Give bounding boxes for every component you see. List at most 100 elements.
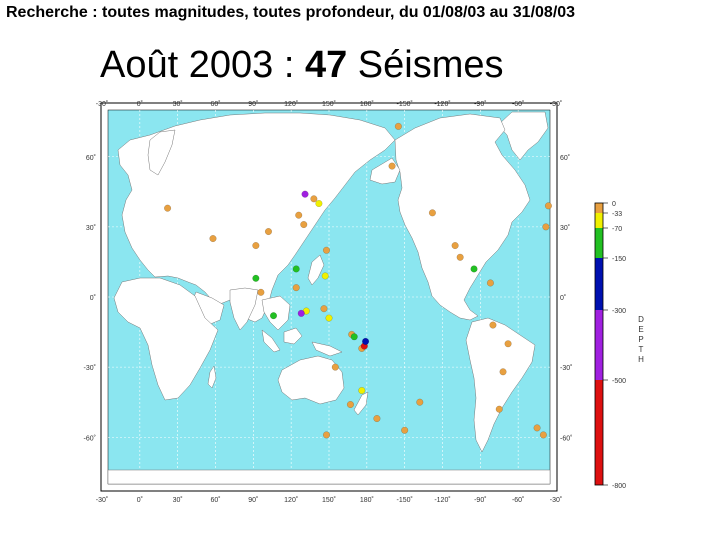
earthquake-marker	[489, 321, 497, 329]
earthquake-marker	[470, 265, 478, 273]
lon-tick-label: 150˚	[322, 100, 336, 108]
lat-tick-label: -60˚	[84, 434, 96, 442]
longitude-ticks-top: -30˚ 0˚ 30˚ 60˚ 90˚ 120˚ 150˚ 180˚ -150˚ -120˚ -90…	[96, 100, 562, 108]
lon-tick-label: -60˚	[512, 496, 524, 504]
lon-tick-label: 180˚	[360, 496, 374, 504]
land-antarctica	[107, 469, 551, 485]
depth-label-letter: E	[638, 325, 643, 334]
earthquake-marker	[264, 228, 272, 236]
land-eurasia	[117, 112, 396, 323]
depth-tick-label: -70	[612, 226, 622, 233]
earthquake-marker	[252, 242, 260, 250]
earthquake-marker	[321, 272, 329, 280]
earthquake-marker	[297, 309, 305, 317]
earthquake-marker	[325, 314, 333, 322]
earthquake-marker	[292, 284, 300, 292]
lon-tick-label: -120˚	[434, 496, 450, 504]
land-borneo	[283, 327, 303, 345]
depth-tick-label: -33	[612, 211, 622, 218]
earthquake-marker	[322, 246, 330, 254]
earthquake-markers	[164, 122, 552, 439]
earthquake-marker	[315, 199, 323, 207]
depth-color-segment	[595, 310, 603, 380]
lon-tick-label: 30˚	[173, 496, 183, 504]
lat-tick-label: 0˚	[560, 294, 566, 302]
earthquake-marker	[320, 305, 328, 313]
earthquake-marker	[252, 274, 260, 282]
earthquake-marker	[401, 426, 409, 434]
land-india	[229, 287, 259, 331]
land-new-guinea	[311, 341, 343, 357]
page-title: Août 2003 : 47 Séismes	[100, 44, 504, 87]
lon-tick-label: 0˚	[137, 496, 143, 504]
land-madagascar	[207, 365, 217, 389]
earthquake-marker	[394, 122, 402, 130]
land-japan	[307, 254, 325, 286]
earthquake-marker	[358, 387, 366, 395]
earthquake-marker	[544, 202, 552, 210]
earthquake-marker	[539, 431, 547, 439]
lon-tick-label: 120˚	[284, 496, 298, 504]
lon-tick-label: 0˚	[137, 100, 143, 108]
earthquake-marker	[428, 209, 436, 217]
depth-color-segment	[595, 380, 603, 485]
lon-tick-label: 30˚	[173, 100, 183, 108]
lat-tick-label: 30˚	[560, 224, 570, 232]
lon-tick-label: -90˚	[474, 496, 486, 504]
land-sumatra	[261, 329, 281, 353]
lat-tick-label: 30˚	[86, 224, 96, 232]
title-prefix: Août 2003 :	[100, 44, 305, 86]
land-scandinavia	[147, 129, 176, 176]
lat-tick-label: -30˚	[560, 364, 572, 372]
depth-label-letter: D	[638, 315, 644, 324]
earthquake-marker	[486, 279, 494, 287]
title-suffix: Séismes	[347, 44, 504, 86]
lat-tick-label: -30˚	[84, 364, 96, 372]
latitude-ticks-right: 60˚ 30˚ 0˚ -30˚ -60˚	[560, 154, 572, 443]
earthquake-marker	[451, 242, 459, 250]
lon-tick-label: 90˚	[248, 100, 258, 108]
earthquake-marker	[310, 195, 318, 203]
earthquake-marker	[295, 211, 303, 219]
lon-tick-label: -30˚	[96, 100, 108, 108]
lon-tick-label: 150˚	[322, 496, 336, 504]
lat-tick-label: -60˚	[560, 434, 572, 442]
lon-tick-label: 120˚	[284, 100, 298, 108]
earthquake-marker	[270, 312, 278, 320]
land-australia	[277, 355, 345, 405]
earthquake-marker	[499, 368, 507, 376]
depth-tick-label: -800	[612, 483, 626, 490]
land-africa	[113, 277, 219, 401]
lon-tick-label: -90˚	[474, 100, 486, 108]
earthquake-marker	[504, 340, 512, 348]
earthquake-marker	[301, 190, 309, 198]
land-indochina	[261, 295, 291, 331]
earthquake-marker	[533, 424, 541, 432]
depth-tick-label: -300	[612, 308, 626, 315]
depth-color-segment	[595, 258, 603, 310]
earthquake-marker	[292, 265, 300, 273]
depth-label-letter: P	[638, 335, 643, 344]
earthquake-marker	[388, 162, 396, 170]
land-north-america	[394, 113, 531, 321]
earthquake-marker	[164, 204, 172, 212]
depth-color-bar	[595, 203, 603, 485]
land-south-america	[465, 317, 536, 453]
earthquake-marker	[362, 337, 370, 345]
depth-tick-label: 0	[612, 201, 616, 208]
lon-tick-label: -120˚	[434, 100, 450, 108]
lon-tick-label: -150˚	[396, 496, 412, 504]
lon-tick-label: -30˚	[550, 496, 562, 504]
search-criteria-header: Recherche : toutes magnitudes, toutes pr…	[6, 4, 576, 21]
earthquake-marker	[300, 221, 308, 229]
earthquake-marker	[456, 253, 464, 261]
earthquake-count: 47	[304, 44, 348, 86]
lon-tick-label: -30˚	[96, 496, 108, 504]
longitude-ticks-bottom: -30˚ 0˚ 30˚ 60˚ 90˚ 120˚ 150˚ 180˚ -150˚ -120˚ -90…	[96, 496, 562, 504]
lat-tick-label: 0˚	[90, 294, 96, 302]
landmasses	[107, 111, 551, 485]
earthquake-marker	[542, 223, 550, 231]
earthquake-marker	[416, 398, 424, 406]
lat-tick-label: 60˚	[560, 154, 570, 162]
